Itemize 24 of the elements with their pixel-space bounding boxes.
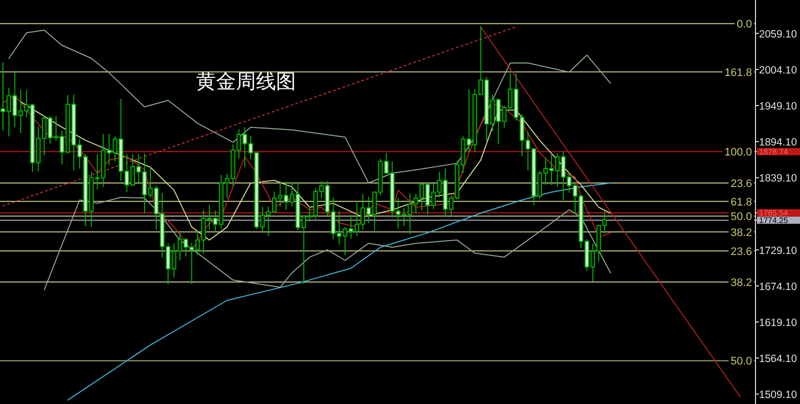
y-tick-label: 1509.10 bbox=[759, 389, 798, 402]
annotation: 50.0 bbox=[730, 211, 752, 224]
y-tick-label: 1894.10 bbox=[759, 136, 798, 149]
y-tick-label: 1564.10 bbox=[759, 353, 798, 366]
annotation: 38.2 bbox=[730, 277, 752, 290]
annotation: 23.6 bbox=[730, 178, 752, 190]
y-tick-label: 1878.74 bbox=[759, 147, 788, 156]
annotation: 0.0 bbox=[736, 18, 752, 31]
y-tick-label: 2059.10 bbox=[759, 28, 798, 40]
y-tick-label: 1785.54 bbox=[759, 208, 788, 218]
annotation: 161.8 bbox=[724, 66, 752, 79]
y-tick-label: 1949.10 bbox=[759, 100, 798, 113]
y-tick-label: 1839.10 bbox=[759, 172, 798, 185]
annotation: 61.8 bbox=[730, 196, 752, 208]
annotation: 50.0 bbox=[730, 356, 752, 368]
y-tick-label: 1729.10 bbox=[759, 244, 798, 257]
y-tick-label: 1674.10 bbox=[759, 280, 798, 293]
y-tick-label: 1774.25 bbox=[759, 216, 788, 225]
y-tick-label: 1619.10 bbox=[759, 316, 798, 329]
text: 黄金周线图 bbox=[196, 69, 296, 93]
annotation: 23.6 bbox=[730, 246, 752, 258]
y-tick-label: 2004.10 bbox=[759, 64, 798, 76]
annotation: 38.2 bbox=[730, 226, 752, 239]
annotation: 100.0 bbox=[724, 146, 752, 159]
